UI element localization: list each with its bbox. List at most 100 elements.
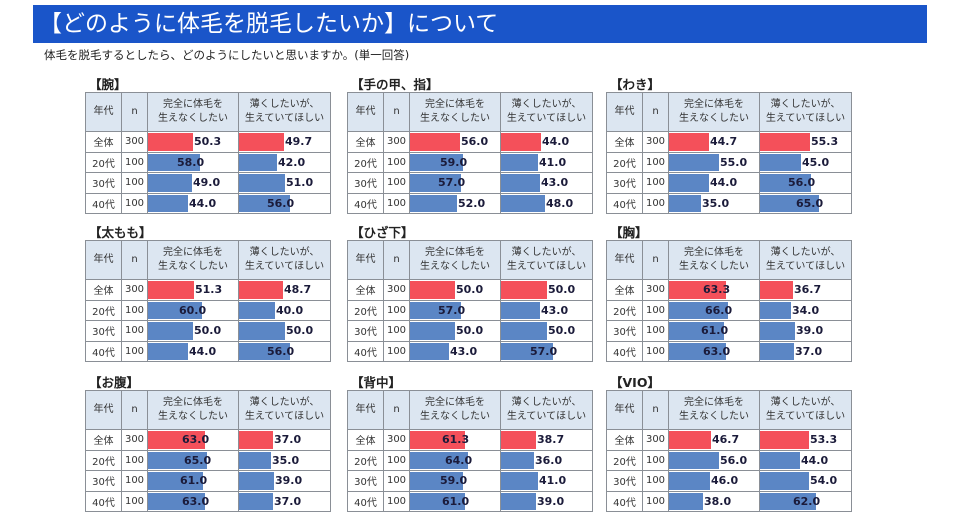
thin-but-keep-cell: 42.0 [238, 151, 331, 173]
percentage-bar [669, 451, 719, 469]
thin-but-keep-cell: 37.0 [238, 429, 331, 451]
percentage-value: 55.3 [811, 135, 839, 148]
age-cell: 全体 [606, 131, 643, 153]
percentage-bar [239, 492, 273, 510]
age-cell: 40代 [347, 490, 384, 512]
body-part-title: 【手の甲、指】 [351, 77, 439, 92]
sample-size-cell: 100 [383, 320, 410, 342]
sample-size-cell: 100 [642, 192, 669, 214]
header-n: n [121, 92, 148, 132]
remove-completely-cell: 50.3 [147, 131, 239, 153]
age-cell: 全体 [606, 279, 643, 301]
header-thin-but-keep: 薄くしたいが、 生えていてほしい [238, 240, 331, 280]
table-row: 20代 100 57.0 43.0 [347, 299, 593, 321]
table-row: 40代 100 63.0 37.0 [606, 340, 852, 362]
percentage-value: 56.0 [720, 453, 748, 467]
percentage-bar [148, 472, 203, 490]
percentage-value: 50.0 [548, 283, 576, 296]
header-thin-but-keep: 薄くしたいが、 生えていてほしい [238, 390, 331, 430]
header-remove-completely-text: 完全に体毛を [684, 99, 744, 110]
thin-but-keep-cell: 62.0 [759, 490, 852, 512]
thin-but-keep-cell: 50.0 [500, 279, 593, 301]
percentage-bar [501, 281, 547, 299]
percentage-bar [501, 301, 540, 319]
remove-completely-cell: 44.7 [668, 131, 760, 153]
sample-size-cell: 100 [383, 192, 410, 214]
remove-completely-cell: 56.0 [409, 131, 501, 153]
results-table: 年代 n 完全に体毛を 生えなくしたい 薄くしたいが、 生えていてほしい 全体 300 63.0… [85, 390, 331, 512]
table-header-row: 年代 n 完全に体毛を 生えなくしたい 薄くしたいが、 生えていてほしい [347, 390, 593, 430]
header-thin-but-keep-text: 生えていてほしい [506, 261, 587, 272]
table-row: 40代 100 61.0 39.0 [347, 490, 593, 512]
percentage-value: 39.0 [796, 324, 824, 337]
sample-size-cell: 100 [642, 470, 669, 492]
sample-size-cell: 100 [642, 320, 669, 342]
remove-completely-cell: 35.0 [668, 192, 760, 214]
header-thin-but-keep-text: 生えていてほしい [244, 113, 325, 124]
thin-but-keep-cell: 37.0 [759, 340, 852, 362]
percentage-value: 43.0 [541, 176, 569, 189]
results-table: 年代 n 完全に体毛を 生えなくしたい 薄くしたいが、 生えていてほしい 全体 300 56.0… [347, 92, 593, 214]
body-part-block: 【手の甲、指】 年代 n 完全に体毛を 生えなくしたい 薄くしたいが、 生えていてほしい 全体… [347, 74, 595, 224]
percentage-value: 42.0 [278, 155, 306, 169]
header-thin-but-keep: 薄くしたいが、 生えていてほしい [759, 240, 852, 280]
age-cell: 40代 [85, 490, 122, 512]
sample-size-cell: 100 [121, 470, 148, 492]
thin-but-keep-cell: 36.7 [759, 279, 852, 301]
header-remove-completely: 完全に体毛を 生えなくしたい [147, 240, 239, 280]
table-row: 20代 100 64.0 36.0 [347, 449, 593, 471]
header-remove-completely: 完全に体毛を 生えなくしたい [409, 390, 501, 430]
results-table: 年代 n 完全に体毛を 生えなくしたい 薄くしたいが、 生えていてほしい 全体 300 63.3… [606, 240, 852, 362]
header-remove-completely-text: 完全に体毛を [163, 99, 223, 110]
age-cell: 20代 [606, 151, 643, 173]
percentage-value: 50.0 [456, 324, 484, 337]
header-remove-completely-text: 生えなくしたい [420, 113, 490, 124]
results-table: 年代 n 完全に体毛を 生えなくしたい 薄くしたいが、 生えていてほしい 全体 300 51.3… [85, 240, 331, 362]
body-part-block: 【わき】 年代 n 完全に体毛を 生えなくしたい 薄くしたいが、 生えていてほしい 全体 300… [606, 74, 854, 224]
percentage-value: 46.7 [712, 433, 740, 446]
age-cell: 30代 [606, 320, 643, 342]
table-header-row: 年代 n 完全に体毛を 生えなくしたい 薄くしたいが、 生えていてほしい [606, 92, 852, 132]
percentage-value: 63.0 [182, 494, 210, 508]
header-age-text: 年代 [355, 254, 376, 265]
percentage-bar [501, 492, 536, 510]
header-thin-but-keep-text: 薄くしたいが、 [511, 397, 582, 408]
percentage-bar [239, 301, 275, 319]
body-part-block: 【ひざ下】 年代 n 完全に体毛を 生えなくしたい 薄くしたいが、 生えていてほしい 全体 30… [347, 222, 595, 372]
body-part-title: 【太もも】 [89, 225, 152, 240]
header-n: n [383, 390, 410, 430]
remove-completely-cell: 50.0 [409, 279, 501, 301]
header-n-text: n [652, 254, 659, 265]
header-thin-but-keep-text: 薄くしたいが、 [249, 99, 320, 110]
percentage-value: 44.0 [710, 176, 738, 189]
percentage-bar [501, 153, 538, 171]
percentage-bar [148, 153, 200, 171]
remove-completely-cell: 58.0 [147, 151, 239, 173]
percentage-value: 45.0 [802, 155, 830, 169]
body-part-block: 【VIO】 年代 n 完全に体毛を 生えなくしたい 薄くしたいが、 生えていてほしい 全体 30… [606, 372, 854, 522]
sample-size-cell: 100 [121, 299, 148, 321]
sample-size-cell: 100 [642, 151, 669, 173]
header-thin-but-keep-text: 薄くしたいが、 [249, 247, 320, 258]
remove-completely-cell: 55.0 [668, 151, 760, 173]
header-remove-completely-text: 生えなくしたい [158, 411, 228, 422]
percentage-value: 51.0 [286, 176, 314, 189]
percentage-value: 44.7 [710, 135, 738, 148]
percentage-value: 56.0 [461, 135, 489, 148]
thin-but-keep-cell: 51.0 [238, 172, 331, 194]
header-remove-completely-text: 生えなくしたい [679, 261, 749, 272]
percentage-bar [669, 281, 726, 299]
header-thin-but-keep-text: 薄くしたいが、 [511, 99, 582, 110]
body-part-block: 【胸】 年代 n 完全に体毛を 生えなくしたい 薄くしたいが、 生えていてほしい 全体 300 6… [606, 222, 854, 372]
sample-size-cell: 100 [121, 172, 148, 194]
header-age-text: 年代 [355, 106, 376, 117]
percentage-value: 48.0 [546, 196, 574, 210]
percentage-bar [148, 174, 192, 192]
question-text: 体毛を脱毛するとしたら、どのようにしたいと思いますか。(単一回答) [44, 48, 410, 62]
body-part-title: 【胸】 [610, 225, 648, 240]
sample-size-cell: 100 [642, 299, 669, 321]
table-header-row: 年代 n 完全に体毛を 生えなくしたい 薄くしたいが、 生えていてほしい [85, 92, 331, 132]
thin-but-keep-cell: 39.0 [238, 470, 331, 492]
results-table: 年代 n 完全に体毛を 生えなくしたい 薄くしたいが、 生えていてほしい 全体 300 50.3… [85, 92, 331, 214]
table-row: 40代 100 63.0 37.0 [85, 490, 331, 512]
